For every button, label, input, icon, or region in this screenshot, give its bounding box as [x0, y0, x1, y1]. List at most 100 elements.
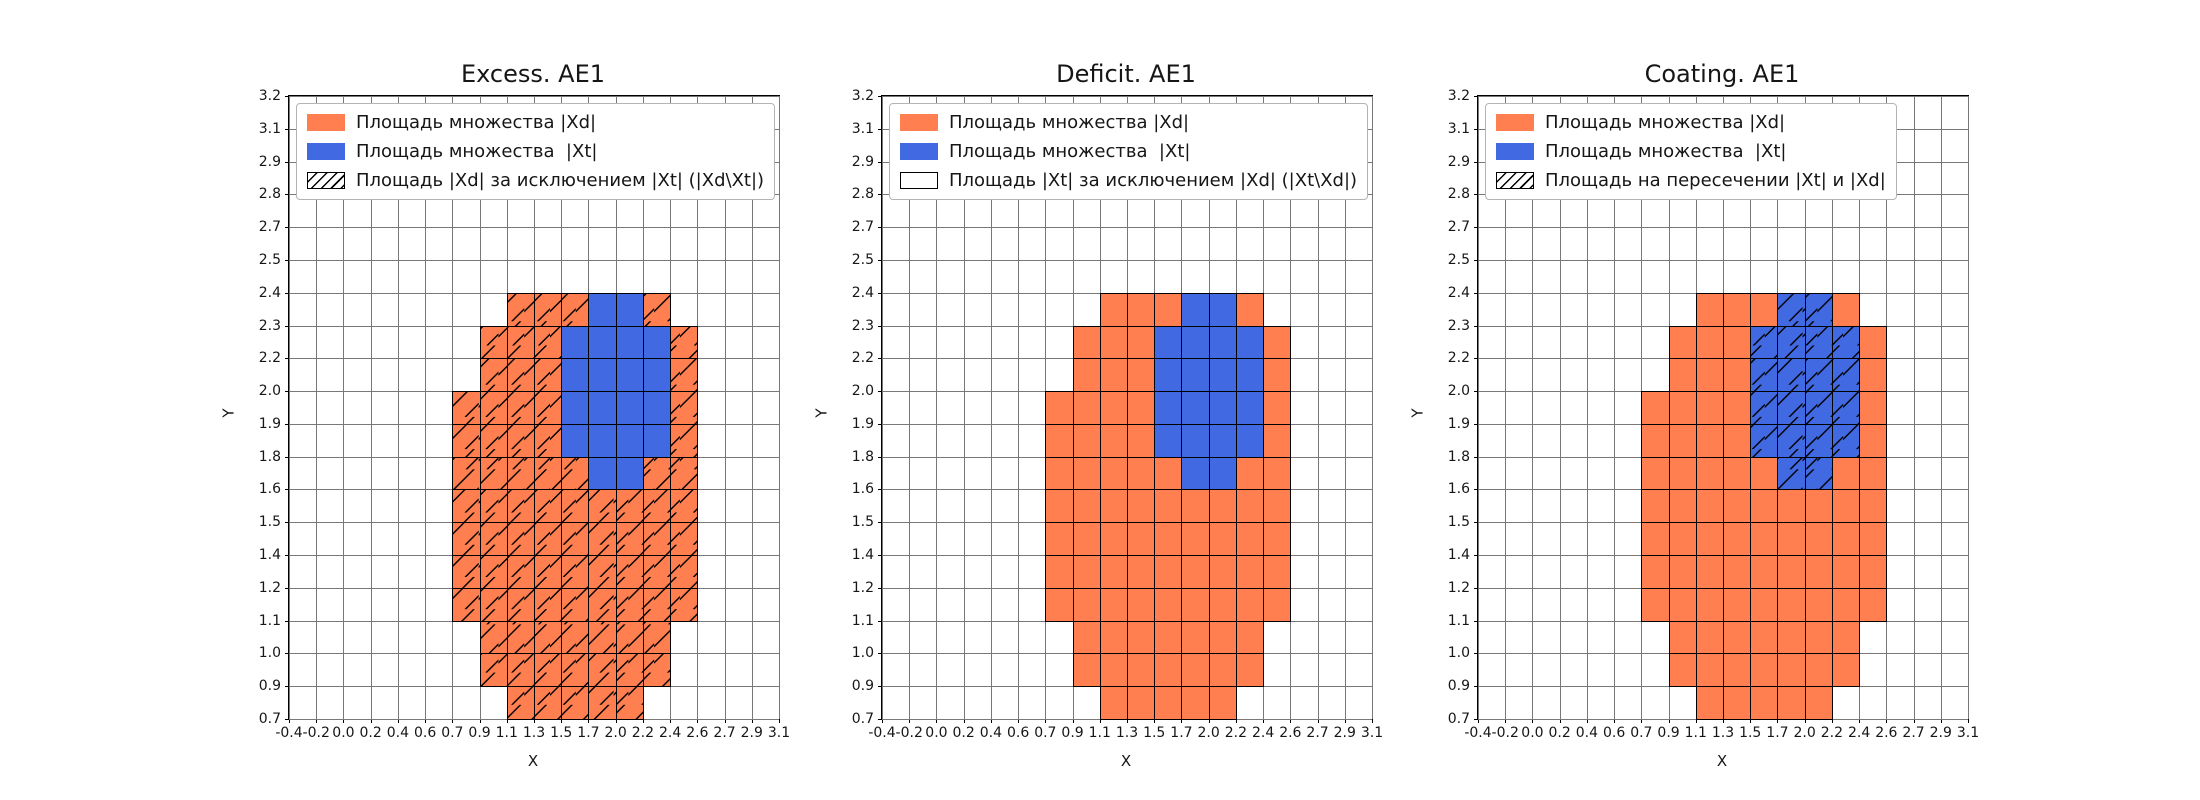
x-tick-mark — [1127, 719, 1128, 723]
x-tick-label: 2.9 — [1929, 725, 1952, 741]
x-tick-label: 1.5 — [1739, 725, 1762, 741]
xt-region-cell — [1208, 292, 1237, 327]
xd-region-cell — [1263, 489, 1292, 524]
y-tick-mark — [878, 96, 882, 97]
legend-label: Площадь множества |Xt| — [949, 141, 1191, 162]
y-tick-mark — [285, 358, 289, 360]
xd-region-cell — [506, 620, 535, 655]
xd-region-cell — [1235, 292, 1265, 327]
xd-region-cell — [615, 522, 644, 557]
x-axis-label: X — [1120, 752, 1132, 770]
xd-region-cell — [1695, 555, 1724, 589]
xd-region-cell — [479, 325, 508, 360]
x-tick-mark — [1478, 719, 1479, 723]
xd-region-cell — [1695, 489, 1724, 524]
xd-region-cell — [1127, 587, 1156, 622]
xd-region-cell — [1804, 653, 1833, 688]
legend-label: Площадь множества |Xt| — [356, 141, 598, 162]
xt-region-cell — [1777, 358, 1806, 393]
y-tick-mark — [285, 587, 289, 589]
xd-region-cell — [1099, 653, 1128, 688]
xd-region-cell — [506, 391, 535, 425]
x-tick-mark — [370, 719, 372, 723]
xt-region-cell — [588, 456, 617, 491]
xd-region-cell — [1859, 423, 1888, 458]
y-tick-label: 1.8 — [1447, 448, 1470, 465]
xd-region-cell — [1127, 325, 1156, 360]
x-tick-mark — [1750, 719, 1752, 723]
x-tick-mark — [1045, 719, 1047, 723]
xt-region-cell — [1154, 391, 1183, 425]
xd-region-cell — [1750, 555, 1779, 589]
xd-region-cell — [506, 686, 535, 720]
y-tick-label: 0.9 — [851, 678, 874, 695]
xd-region-cell — [534, 292, 563, 327]
xd-region-cell — [1127, 391, 1156, 425]
grid-line-horizontal — [1478, 96, 1968, 97]
plot-area: -0.4 -0.2 0.0 0.2 0.4 0.6 0.7 0.9 1.1 1.3 1.5 1.7 2.… — [259, 88, 790, 741]
xd-region-cell — [1099, 620, 1128, 655]
grid-line-horizontal — [289, 227, 779, 229]
legend-swatch-hatch — [307, 172, 345, 189]
y-tick-label: 1.0 — [1447, 645, 1470, 662]
x-tick-label: 3.1 — [767, 725, 791, 741]
x-tick-mark — [1099, 719, 1101, 723]
y-tick-label: 2.8 — [851, 186, 874, 203]
y-tick-mark — [1474, 96, 1478, 97]
y-tick-label: 1.2 — [851, 579, 874, 596]
xd-region-cell — [1641, 489, 1670, 524]
legend: Площадь множества |Xd| Площадь множества … — [1485, 103, 1897, 200]
x-tick-label: -0.4 — [1464, 725, 1492, 741]
xd-region-cell — [1127, 522, 1156, 557]
xt-region-cell — [1181, 391, 1210, 425]
y-tick-mark — [1474, 620, 1478, 622]
xd-region-cell — [1859, 358, 1888, 393]
xt-region-cell — [615, 358, 644, 393]
x-tick-label: -0.2 — [895, 725, 923, 741]
xd-region-cell — [534, 423, 563, 458]
xd-region-cell — [1099, 489, 1128, 524]
xd-region-cell — [615, 653, 644, 688]
x-tick-mark — [506, 719, 508, 723]
y-tick-label: 2.9 — [1447, 153, 1470, 170]
xt-region-cell — [1750, 423, 1779, 458]
y-tick-label: 3.2 — [258, 88, 281, 104]
x-tick-mark — [724, 719, 726, 723]
xd-region-cell — [1235, 456, 1265, 491]
xd-region-cell — [1750, 653, 1779, 688]
legend-label: Площадь множества |Xd| — [949, 112, 1190, 133]
y-tick-label: 1.9 — [851, 415, 874, 432]
xd-region-cell — [1099, 423, 1128, 458]
xd-region-cell — [506, 555, 535, 589]
xd-region-cell — [642, 522, 672, 557]
xd-region-cell — [1263, 325, 1292, 360]
legend-swatch-xd — [900, 114, 938, 131]
y-tick-label: 0.7 — [1447, 711, 1470, 727]
xd-region-cell — [506, 653, 535, 688]
xd-region-cell — [615, 555, 644, 589]
xd-region-cell — [615, 620, 644, 655]
xd-region-cell — [1695, 423, 1724, 458]
xd-region-cell — [670, 522, 699, 557]
xd-region-cell — [1072, 423, 1101, 458]
x-tick-label: 1.3 — [1711, 725, 1735, 741]
x-tick-label: 2.0 — [604, 725, 627, 741]
x-tick-label: 1.3 — [1115, 725, 1139, 741]
xt-region-cell — [1777, 391, 1806, 425]
xt-region-cell — [615, 292, 644, 327]
x-tick-mark — [779, 719, 780, 723]
xd-region-cell — [1235, 653, 1265, 688]
xt-region-cell — [615, 391, 644, 425]
xd-region-cell — [1723, 325, 1752, 360]
grid-line-vertical — [751, 96, 753, 719]
y-tick-mark — [1474, 391, 1478, 393]
legend-label: Площадь на пересечении |Xt| и |Xd| — [1545, 170, 1886, 191]
xt-region-cell — [1181, 423, 1210, 458]
xd-region-cell — [1072, 555, 1101, 589]
y-tick-label: 2.4 — [258, 284, 281, 301]
xt-region-cell — [1804, 423, 1833, 458]
x-tick-label: 2.6 — [686, 725, 709, 741]
xd-region-cell — [1154, 555, 1183, 589]
xt-region-cell — [615, 325, 644, 360]
xd-region-cell — [452, 555, 481, 589]
